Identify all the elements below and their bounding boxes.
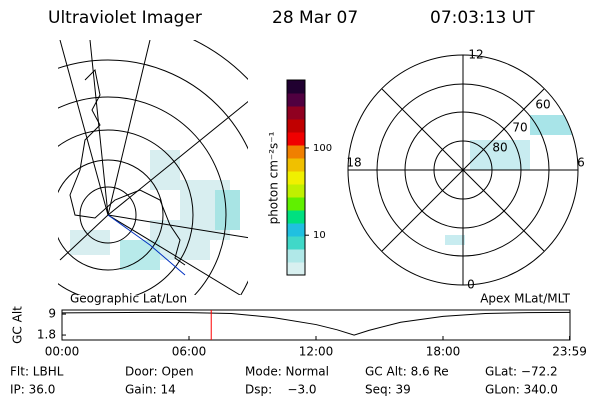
lat-label: 80 bbox=[492, 141, 507, 155]
colorbar-swatch bbox=[287, 249, 305, 263]
colorbar-swatch bbox=[287, 145, 305, 159]
track bbox=[107, 214, 186, 276]
right-map: 12 18 6 0 60 70 80 bbox=[346, 48, 584, 292]
colorbar-swatch bbox=[287, 132, 305, 146]
colorbar-frame bbox=[286, 79, 306, 276]
lat-label: 70 bbox=[512, 121, 527, 135]
mlt-label: 18 bbox=[346, 156, 361, 170]
colorbar-swatch bbox=[287, 262, 305, 276]
colorbar-swatch bbox=[287, 119, 305, 133]
coastline bbox=[69, 68, 186, 266]
y-axis-label: GC Alt bbox=[11, 306, 25, 344]
status-field: Gain: 14 bbox=[125, 383, 176, 397]
mlt-label: 0 bbox=[467, 278, 475, 292]
title: Ultraviolet Imager bbox=[48, 8, 202, 28]
x-tick-label: 23:59 bbox=[552, 345, 587, 359]
colorbar-swatch bbox=[287, 106, 305, 120]
polar-grid bbox=[347, 54, 579, 286]
right-map-label: Apex MLat/MLT bbox=[480, 292, 570, 306]
lat-label: 60 bbox=[535, 98, 550, 112]
map-grid bbox=[58, 40, 248, 295]
status-field: Seq: 39 bbox=[365, 383, 411, 397]
status-field: Flt: LBHL bbox=[10, 365, 64, 379]
footer: Flt: LBHL Door: Open Mode: Normal GC Alt: 8… bbox=[10, 365, 558, 397]
status-field: Dsp: −3.0 bbox=[245, 383, 317, 397]
time: 07:03:13 UT bbox=[430, 8, 535, 28]
colorbar-swatch bbox=[287, 197, 305, 211]
colorbar-swatch bbox=[287, 93, 305, 107]
mlt-label: 6 bbox=[577, 156, 585, 170]
x-tick-label: 18:00 bbox=[426, 345, 461, 359]
colorbar-swatch bbox=[287, 80, 305, 94]
status-field: GC Alt: 8.6 Re bbox=[365, 365, 449, 379]
altitude-line bbox=[61, 311, 570, 336]
x-tick-label: 00:00 bbox=[45, 345, 80, 359]
date: 28 Mar 07 bbox=[272, 8, 358, 28]
colorbar-label: photon cm⁻²s⁻¹ bbox=[267, 131, 281, 224]
left-map bbox=[58, 40, 248, 295]
colorbar-swatch bbox=[287, 158, 305, 172]
colorbar-swatch bbox=[287, 223, 305, 237]
colorbar-swatch bbox=[287, 184, 305, 198]
aurora bbox=[445, 115, 575, 245]
left-map-label: Geographic Lat/Lon bbox=[70, 292, 187, 306]
colorbar-swatch bbox=[287, 210, 305, 224]
colorbar-tick-label: 10 bbox=[313, 230, 326, 241]
y-tick-label: 9 bbox=[48, 307, 56, 321]
colorbar-swatch bbox=[287, 171, 305, 185]
x-tick-label: 06:00 bbox=[172, 345, 207, 359]
mlt-label: 12 bbox=[468, 48, 483, 62]
status-field: GLat: −72.2 bbox=[485, 365, 558, 379]
colorbar-tick-label: 100 bbox=[313, 143, 332, 154]
status-field: Mode: Normal bbox=[245, 365, 329, 379]
status-field: Door: Open bbox=[125, 365, 194, 379]
x-tick-label: 12:00 bbox=[299, 345, 334, 359]
status-field: IP: 36.0 bbox=[10, 383, 55, 397]
status-field: GLon: 340.0 bbox=[485, 383, 558, 397]
colorbar-swatch bbox=[287, 236, 305, 250]
y-tick-label: 1.8 bbox=[37, 328, 56, 342]
